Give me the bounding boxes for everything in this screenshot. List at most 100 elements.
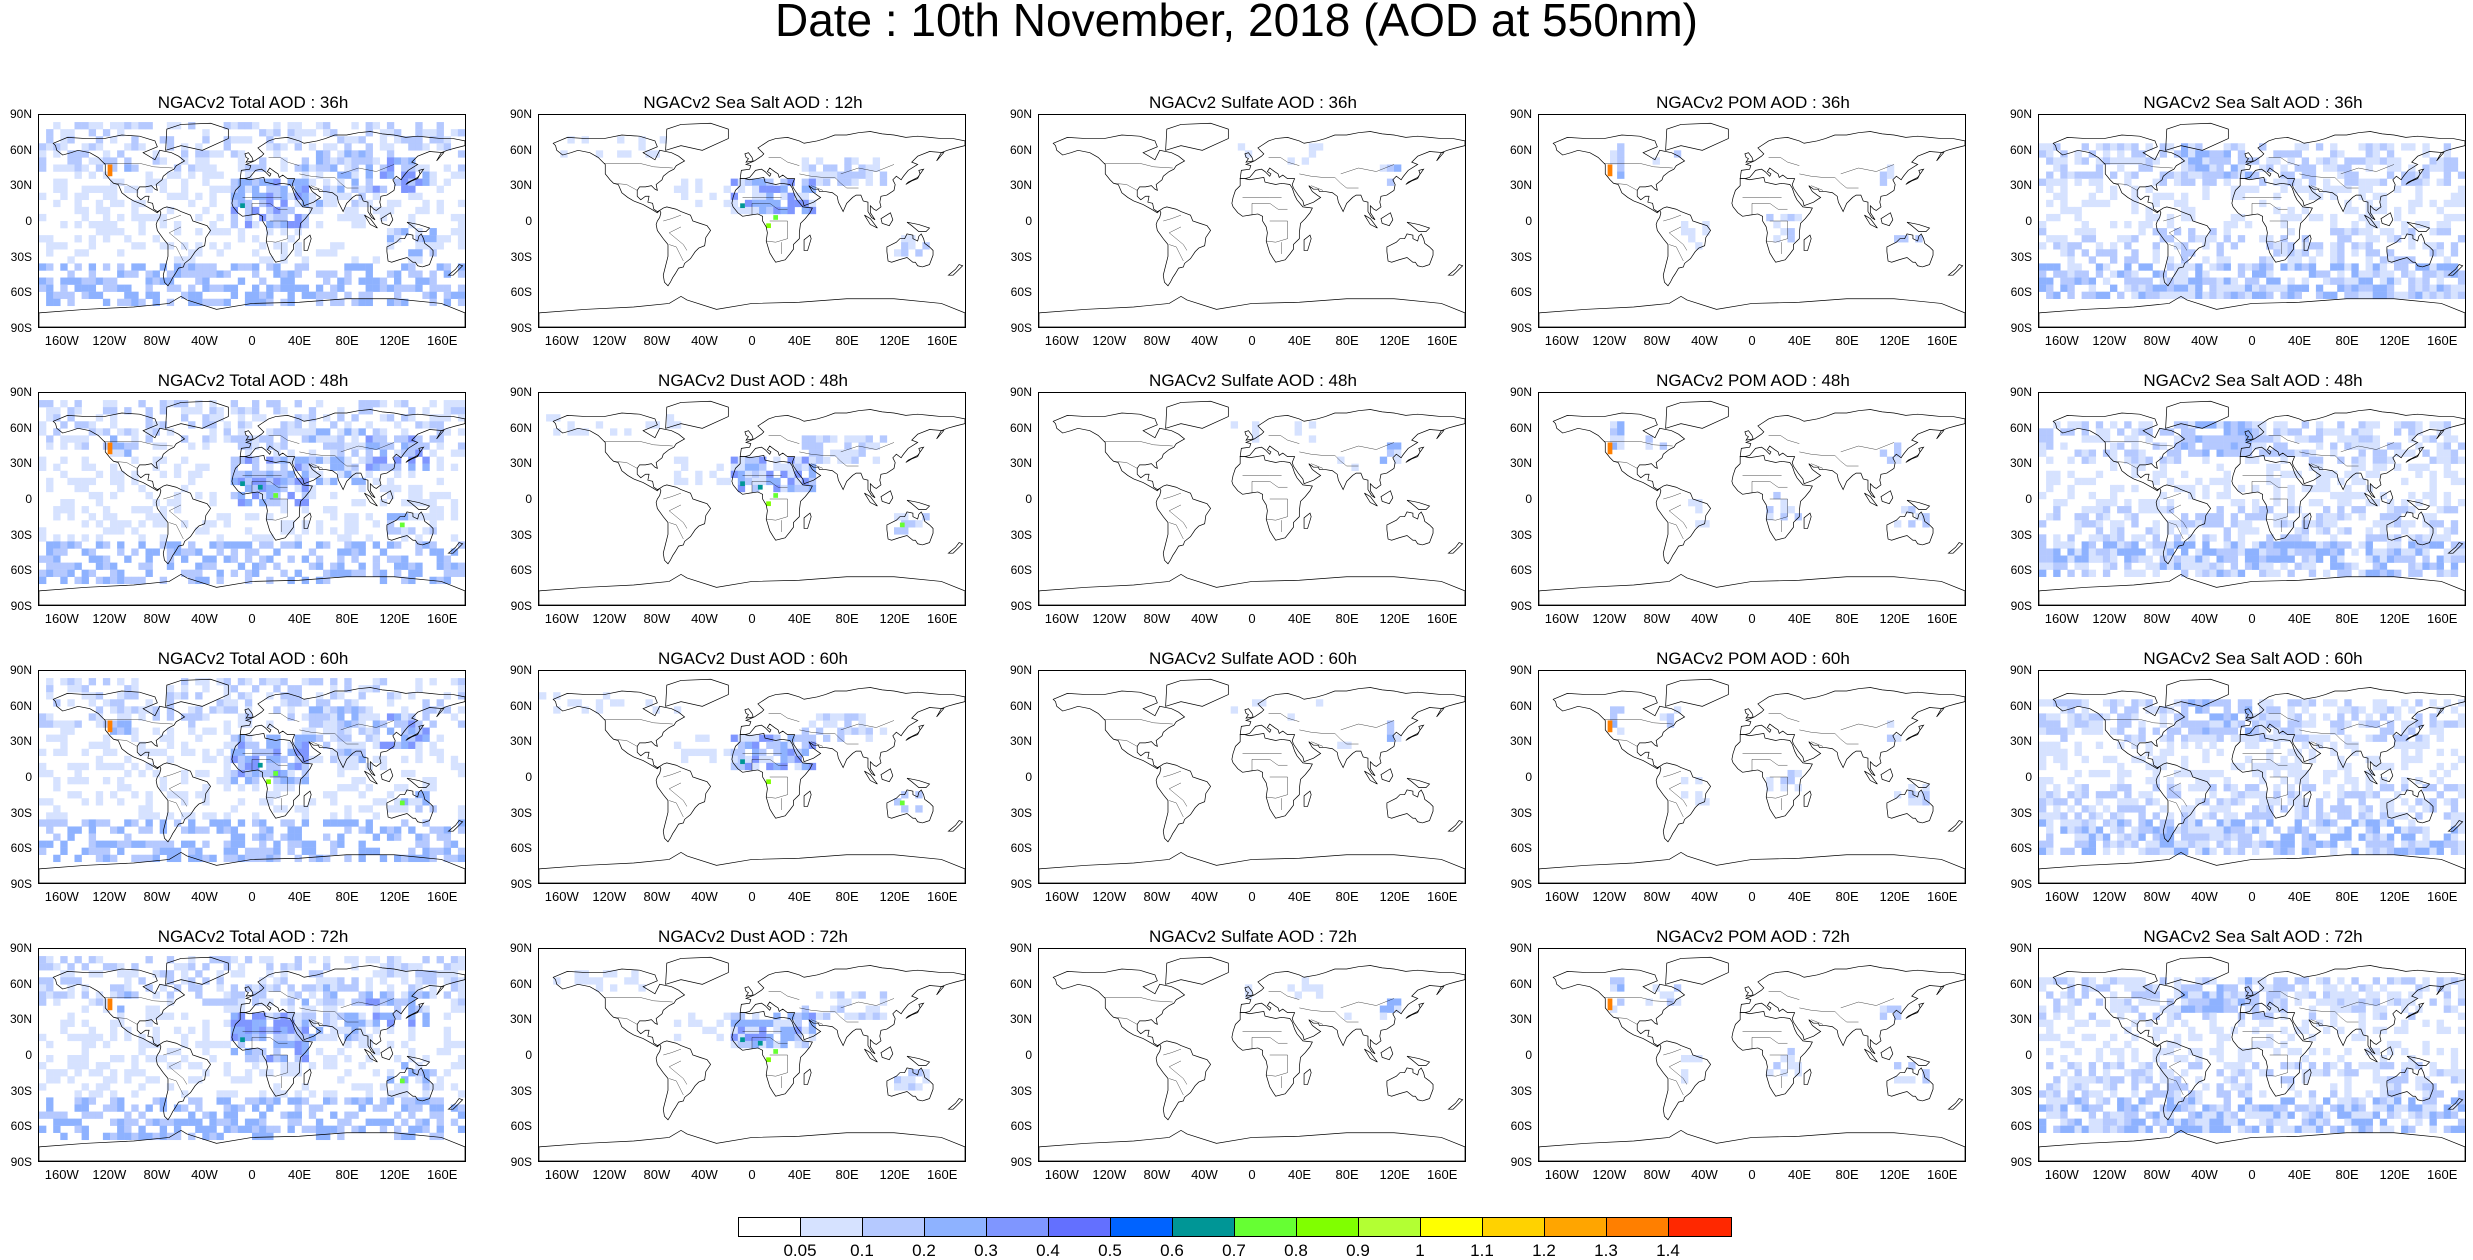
aod-field [546,414,930,535]
map-panel: NGACv2 Total AOD : 48h 90N 60N 30N 0 30S 60S 90… [0,370,500,640]
map-panel: NGACv2 POM AOD : 72h 90N 60N 30N 0 30S 60S 90S 1… [1500,926,2000,1196]
lat-tick-label: 30S [2010,250,2032,264]
map-panel: NGACv2 Total AOD : 36h 90N 60N 30N 0 30S 60S 90… [0,92,500,362]
lat-tick-label: 30S [10,806,32,820]
lat-tick-label: 60S [1510,563,1532,577]
lat-tick-label: 60S [2010,285,2032,299]
lat-tick-label: 30N [1009,178,1032,192]
lat-tick-label: 90N [2009,107,2032,121]
aod-field [2039,977,2465,1133]
lat-tick-label: 90S [1010,321,1032,335]
lon-tick-label: 160W [1544,889,1579,904]
lat-tick-label: 60N [9,699,32,713]
map-panel: NGACv2 Sea Salt AOD : 60h 90N 60N 30N 0 30S 60… [2000,648,2473,918]
lon-tick-label: 40W [1691,889,1718,904]
lon-tick-label: 40E [1287,1167,1312,1182]
lon-tick-label: 160W [2044,611,2079,626]
colorbar-label: 0.6 [1160,1241,1184,1260]
lon-tick-label: 80E [335,1167,359,1182]
aod-map [538,948,966,1162]
lon-tick-label: 80W [1143,889,1171,904]
lat-tick-label: 0 [1025,1048,1032,1062]
colorbar-label: 0.2 [912,1241,936,1260]
lat-tick-label: 90N [2009,663,2032,677]
lon-tick-label: 160W [1544,1167,1579,1182]
aod-map [38,670,466,884]
lon-tick-label: 40E [2287,889,2312,904]
aod-field [553,970,930,1091]
lon-tick-label: 120E [1379,333,1410,348]
lon-tick-label: 160W [544,611,579,626]
lat-tick-label: 90N [9,941,32,955]
lat-tick-label: 30N [2009,1012,2032,1026]
lon-tick-label: 120W [592,889,627,904]
lat-tick-label: 30N [509,456,532,470]
lat-tick-label: 60N [509,421,532,435]
lon-tick-label: 80W [2143,611,2171,626]
lat-tick-label: 30N [9,734,32,748]
lat-tick-label: 30N [509,734,532,748]
lat-tick-label: 0 [25,1048,32,1062]
aod-field [2039,421,2465,577]
lat-tick-label: 60S [1010,841,1032,855]
world-map-svg [39,122,465,327]
aod-field [1610,977,1930,1084]
lon-tick-label: 80W [143,333,171,348]
lat-tick-label: 90S [510,877,532,891]
lat-tick-label: 60N [1509,977,1532,991]
aod-field [1610,706,1930,806]
lon-tick-label: 120W [2092,611,2127,626]
lon-tick-label: 160E [927,889,958,904]
lon-tick-label: 160W [44,611,79,626]
aod-map [1038,670,1466,884]
world-map-svg [1039,956,1465,1161]
colorbar-label: 1 [1415,1241,1425,1260]
lat-tick-label: 0 [2025,492,2032,506]
lat-tick-label: 30S [1510,528,1532,542]
lat-tick-label: 60S [10,1119,32,1133]
lon-tick-label: 40W [191,611,218,626]
lat-tick-label: 30N [2009,734,2032,748]
coastlines [539,678,965,883]
lat-tick-label: 30S [510,1084,532,1098]
lon-tick-label: 160E [1927,1167,1958,1182]
lon-tick-label: 0 [1248,889,1256,904]
lon-tick-label: 40E [787,1167,812,1182]
aod-field [1610,143,1923,250]
lon-tick-label: 40E [1787,611,1812,626]
lat-tick-label: 90N [1509,107,1532,121]
colorbar-swatch [739,1218,801,1236]
lat-tick-label: 90N [1509,941,1532,955]
lon-tick-label: 40W [1191,611,1218,626]
lon-tick-label: 40E [787,611,812,626]
coastlines [1539,122,1965,327]
lon-tick-label: 80W [1643,611,1671,626]
lat-tick-label: 30S [510,806,532,820]
lon-tick-label: 40W [191,1167,218,1182]
aod-field [1237,143,1402,186]
lat-tick-label: 90N [509,107,532,121]
colorbar-swatch [1049,1218,1111,1236]
world-map-svg [1539,678,1965,883]
lon-tick-label: 80E [835,333,859,348]
panel-title: NGACv2 POM AOD : 36h [1656,93,1850,112]
lon-tick-label: 120E [879,1167,910,1182]
lat-tick-label: 0 [25,770,32,784]
coastlines [1039,122,1465,327]
aod-field [1610,421,1930,528]
lat-tick-label: 60S [10,841,32,855]
lon-tick-label: 40E [1287,333,1312,348]
aod-field [2039,143,2465,299]
lat-tick-label: 30S [1510,1084,1532,1098]
lon-tick-label: 120W [92,889,127,904]
lon-tick-label: 160E [2427,333,2458,348]
lat-tick-label: 60N [509,699,532,713]
lon-tick-label: 80W [643,333,671,348]
aod-map [1038,392,1466,606]
map-panel: NGACv2 Sulfate AOD : 48h 90N 60N 30N 0 30S 60S… [1000,370,1500,640]
panel-title: NGACv2 POM AOD : 48h [1656,371,1850,390]
lat-tick-label: 0 [1025,214,1032,228]
lat-tick-label: 30N [1509,178,1532,192]
lon-tick-label: 120W [1592,889,1627,904]
lat-tick-label: 60N [509,977,532,991]
